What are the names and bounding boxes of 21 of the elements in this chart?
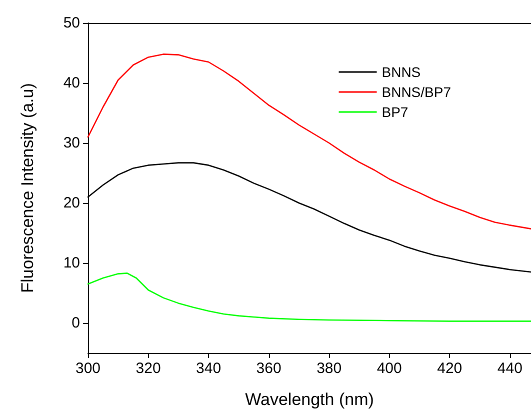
y-tick-label: 0 (72, 314, 80, 332)
x-tick-label: 380 (316, 360, 342, 377)
legend-label: BNNS/BP7 (382, 84, 452, 100)
line-series (87, 54, 531, 230)
x-tick-label: 340 (196, 360, 222, 377)
x-tick-label: 440 (497, 360, 522, 377)
x-tick-label: 320 (136, 360, 161, 377)
y-tick-label: 10 (63, 254, 80, 272)
x-tick-label: 360 (256, 360, 282, 377)
x-tick-label: 300 (75, 360, 101, 377)
legend-label: BNNS (382, 64, 421, 80)
y-tick-label: 40 (63, 74, 80, 92)
y-tick-label: 20 (63, 194, 80, 212)
line-series (87, 272, 531, 322)
y-axis-title: Fluorescence Intensity (a.u) (18, 83, 37, 293)
legend-label: BP7 (382, 104, 408, 120)
x-axis-title: Wavelength (nm) (245, 390, 374, 409)
y-tick-label: 50 (63, 14, 80, 32)
x-tick-label: 400 (376, 360, 402, 377)
x-tick-label: 420 (437, 360, 462, 377)
y-tick-label: 30 (63, 134, 80, 152)
